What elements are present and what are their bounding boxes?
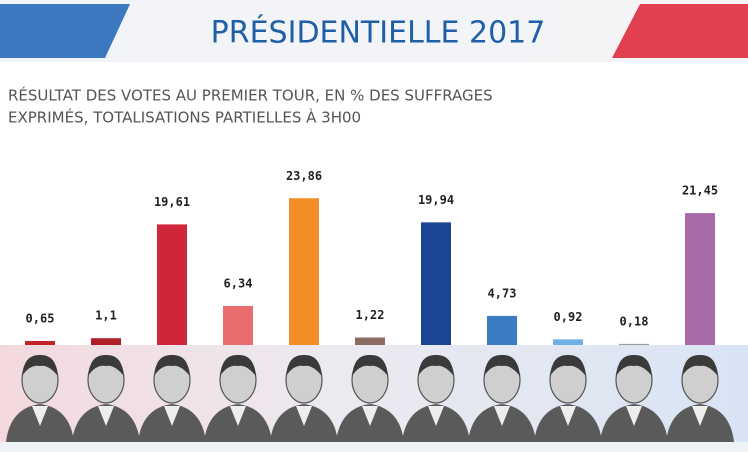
portrait-collar: [560, 406, 576, 426]
footer-band: [0, 442, 748, 452]
portrait-hair: [418, 354, 454, 376]
portrait-hair: [88, 354, 124, 376]
portrait-hair: [22, 354, 58, 376]
header-stripe-red: [612, 4, 748, 58]
portrait-collar: [494, 406, 510, 426]
portrait-collar: [296, 406, 312, 426]
portrait-hair: [154, 354, 190, 376]
bar: [487, 315, 517, 345]
chart-title: PRÉSIDENTIELLE 2017: [211, 15, 546, 51]
portrait-collar: [362, 406, 378, 426]
bar: [553, 339, 583, 345]
chart-subtitle: EXPRIMÉS, TOTALISATIONS PARTIELLES À 3H0…: [8, 108, 361, 127]
bar: [619, 343, 649, 345]
bar: [355, 337, 385, 345]
portrait-hair: [352, 354, 388, 376]
portrait-hair: [550, 354, 586, 376]
portrait-collar: [164, 406, 180, 426]
portrait-hair: [220, 354, 256, 376]
portrait-collar: [230, 406, 246, 426]
chart-subtitle: RÉSULTAT DES VOTES AU PREMIER TOUR, EN %…: [8, 86, 493, 105]
portrait-hair: [484, 354, 520, 376]
portrait-hair: [286, 354, 322, 376]
bar: [685, 213, 715, 345]
value-label: 0,18: [620, 314, 649, 328]
value-label: 0,92: [554, 310, 583, 324]
bar: [289, 198, 319, 345]
portrait-collar: [692, 406, 708, 426]
bar: [421, 222, 451, 345]
value-label: 0,65: [26, 312, 55, 326]
value-label: 19,61: [154, 195, 190, 209]
portrait-hair: [616, 354, 652, 376]
portrait-collar: [428, 406, 444, 426]
header-stripe-blue: [0, 4, 130, 58]
value-label: 6,34: [224, 277, 253, 291]
value-label: 1,22: [356, 308, 385, 322]
bar: [223, 306, 253, 345]
value-label: 19,94: [418, 193, 454, 207]
value-label: 23,86: [286, 169, 322, 183]
portrait-hair: [682, 354, 718, 376]
bar: [25, 341, 55, 345]
value-label: 1,1: [95, 309, 117, 323]
portrait-collar: [98, 406, 114, 426]
bar: [91, 338, 121, 345]
bar: [157, 224, 187, 345]
portrait-collar: [626, 406, 642, 426]
value-label: 4,73: [488, 286, 517, 300]
value-label: 21,45: [682, 184, 718, 198]
portrait-collar: [32, 406, 48, 426]
